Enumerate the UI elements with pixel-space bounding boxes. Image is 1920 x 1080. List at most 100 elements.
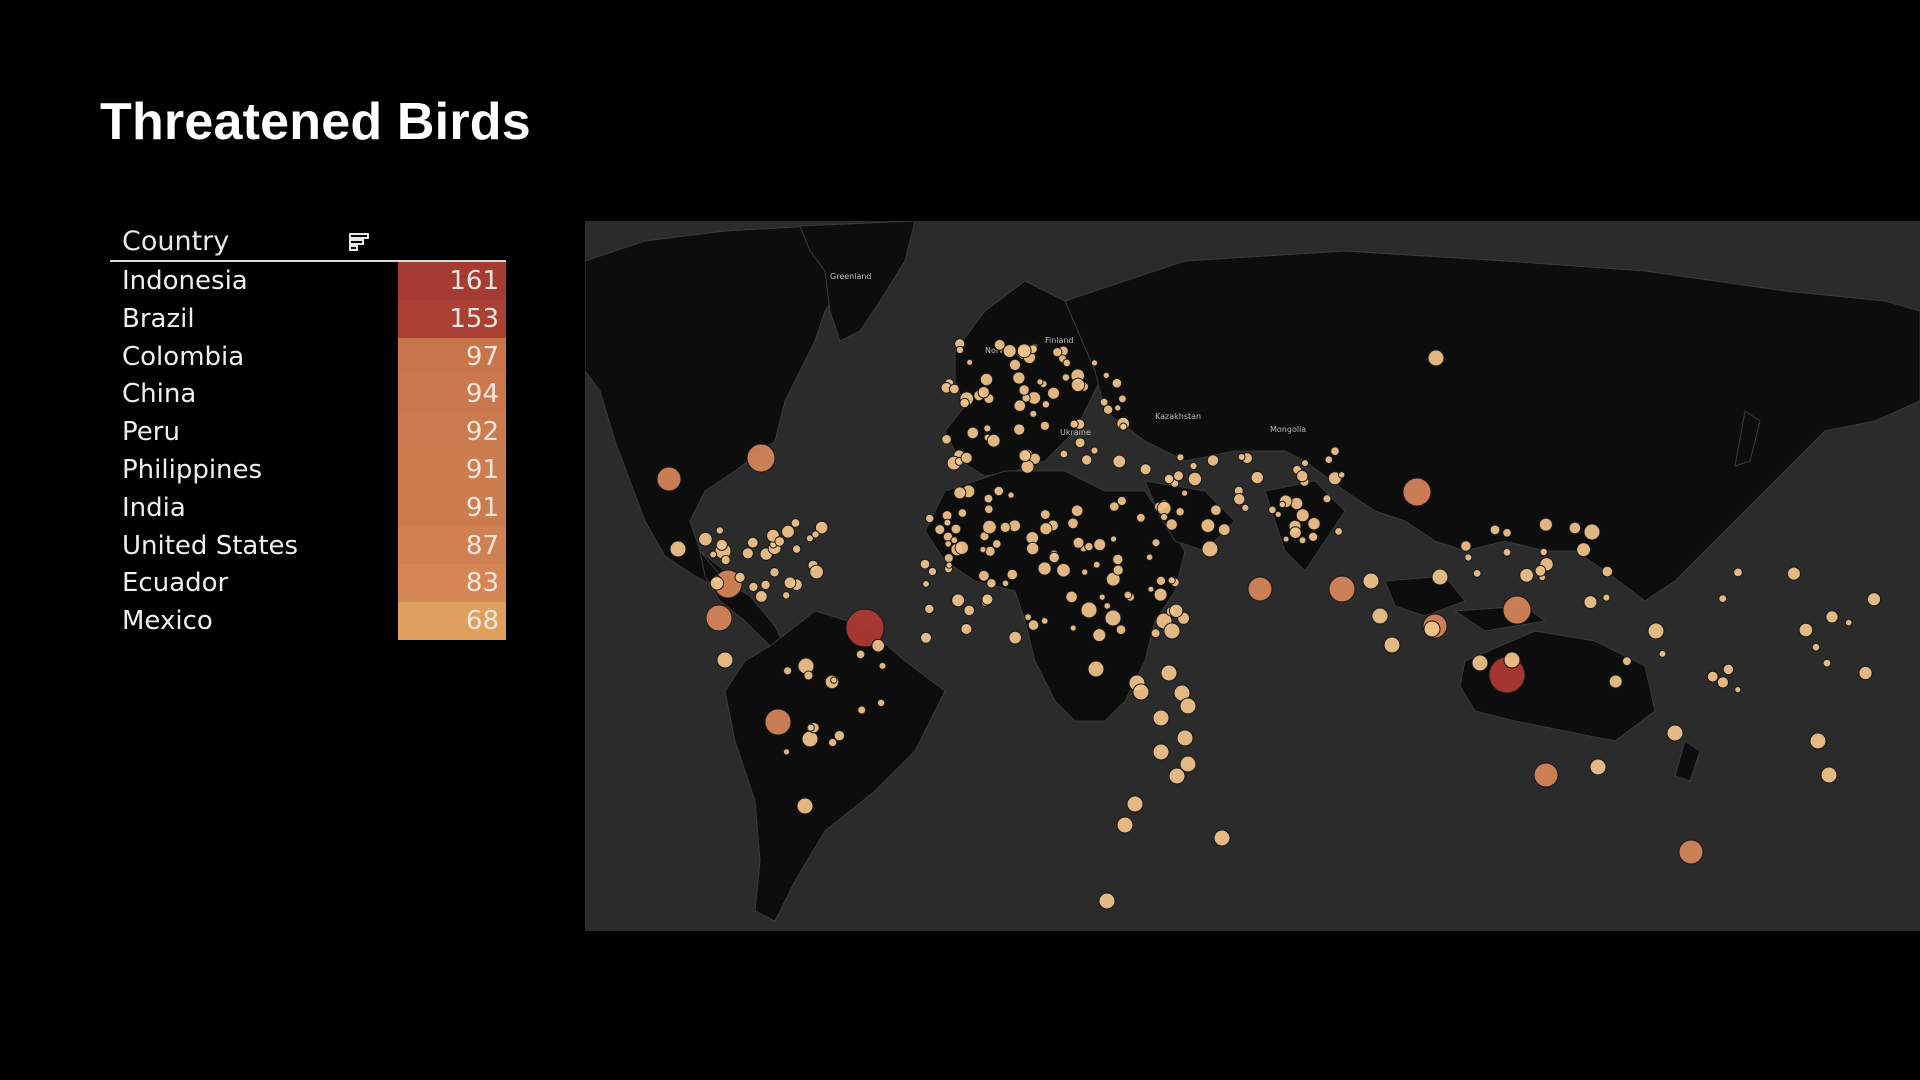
- country-bubble[interactable]: [1608, 674, 1623, 689]
- country-bubble[interactable]: [1098, 892, 1116, 910]
- country-bubble[interactable]: [1858, 665, 1873, 681]
- country-bubble[interactable]: [1330, 446, 1340, 456]
- country-bubble[interactable]: [1048, 551, 1060, 564]
- country-bubble[interactable]: [957, 508, 968, 518]
- country-bubble[interactable]: [1811, 642, 1821, 652]
- country-bubble[interactable]: [748, 581, 759, 593]
- country-bubble[interactable]: [999, 521, 1011, 533]
- country-bubble[interactable]: [983, 424, 992, 433]
- country-bubble[interactable]: [1187, 471, 1203, 487]
- country-bubble[interactable]: [1160, 664, 1178, 682]
- country-bubble[interactable]: [1167, 576, 1176, 585]
- country-bubble[interactable]: [1039, 522, 1053, 536]
- country-bubble[interactable]: [1070, 504, 1084, 518]
- country-bubble[interactable]: [1012, 371, 1026, 385]
- sort-descending-icon[interactable]: [348, 232, 370, 254]
- country-bubble[interactable]: [1820, 766, 1838, 784]
- country-bubble[interactable]: [1163, 473, 1175, 485]
- country-bubble[interactable]: [1165, 518, 1178, 531]
- country-bubble[interactable]: [1175, 507, 1185, 517]
- country-bubble[interactable]: [1282, 535, 1290, 543]
- country-bubble[interactable]: [720, 555, 731, 566]
- country-bubble[interactable]: [783, 576, 797, 590]
- country-bubble[interactable]: [1020, 459, 1035, 474]
- world-map[interactable]: GreenlandFinlandNorwayKazakhstanMongolia…: [585, 221, 1920, 931]
- country-bubble[interactable]: [979, 545, 987, 554]
- country-bubble[interactable]: [984, 504, 994, 515]
- country-bubble[interactable]: [1362, 572, 1380, 590]
- country-bubble[interactable]: [1119, 422, 1128, 431]
- country-bubble[interactable]: [1471, 654, 1489, 672]
- country-bubble[interactable]: [1008, 630, 1023, 645]
- country-bubble[interactable]: [1217, 523, 1231, 537]
- country-bubble[interactable]: [927, 566, 938, 577]
- country-bubble[interactable]: [715, 526, 725, 535]
- country-bubble[interactable]: [716, 651, 734, 669]
- country-bubble[interactable]: [1237, 453, 1246, 461]
- country-bubble[interactable]: [1734, 686, 1742, 694]
- country-bubble[interactable]: [1039, 509, 1051, 520]
- country-bubble[interactable]: [979, 372, 994, 387]
- country-bubble[interactable]: [705, 604, 733, 632]
- country-bubble[interactable]: [1538, 517, 1553, 532]
- table-row[interactable]: United States 87: [110, 526, 506, 565]
- country-bubble[interactable]: [1029, 409, 1038, 418]
- country-bubble[interactable]: [1139, 463, 1152, 476]
- country-bubble[interactable]: [1472, 569, 1482, 578]
- country-bubble[interactable]: [950, 536, 959, 545]
- country-bubble[interactable]: [1307, 517, 1321, 531]
- country-bubble[interactable]: [993, 338, 1006, 351]
- country-bubble[interactable]: [1013, 399, 1027, 412]
- country-bubble[interactable]: [984, 545, 996, 557]
- country-bubble[interactable]: [1152, 743, 1170, 761]
- country-bubble[interactable]: [1809, 732, 1827, 750]
- country-bubble[interactable]: [878, 661, 887, 670]
- country-bubble[interactable]: [1112, 553, 1124, 566]
- table-row[interactable]: Peru 92: [110, 413, 506, 451]
- country-bubble[interactable]: [1678, 839, 1704, 865]
- country-bubble[interactable]: [1111, 377, 1123, 389]
- country-bubble[interactable]: [828, 737, 838, 748]
- country-bubble[interactable]: [920, 631, 932, 644]
- country-bubble[interactable]: [1502, 547, 1512, 557]
- country-bubble[interactable]: [953, 486, 967, 500]
- country-bubble[interactable]: [982, 519, 997, 535]
- country-bubble[interactable]: [1001, 579, 1010, 588]
- country-bubble[interactable]: [1026, 541, 1040, 556]
- country-bubble[interactable]: [1081, 454, 1093, 466]
- world-map-canvas[interactable]: GreenlandFinlandNorwayKazakhstanMongolia…: [585, 221, 1920, 931]
- country-bubble[interactable]: [981, 593, 994, 606]
- country-bubble[interactable]: [1278, 500, 1286, 509]
- country-bubble[interactable]: [1706, 670, 1719, 683]
- country-bubble[interactable]: [1798, 622, 1814, 638]
- country-bubble[interactable]: [1150, 628, 1161, 639]
- country-bubble[interactable]: [966, 358, 974, 366]
- country-bubble[interactable]: [1152, 709, 1170, 727]
- country-bubble[interactable]: [1145, 553, 1154, 562]
- country-bubble[interactable]: [1040, 617, 1049, 625]
- country-bubble[interactable]: [1247, 576, 1273, 602]
- country-bubble[interactable]: [1844, 618, 1853, 627]
- country-bubble[interactable]: [1601, 565, 1614, 578]
- country-bubble[interactable]: [1213, 829, 1231, 847]
- country-bubble[interactable]: [769, 567, 780, 578]
- country-bubble[interactable]: [1489, 524, 1501, 536]
- country-bubble[interactable]: [1622, 656, 1632, 667]
- country-bubble[interactable]: [1533, 762, 1559, 788]
- country-bubble[interactable]: [1206, 454, 1220, 467]
- country-bubble[interactable]: [986, 433, 1001, 448]
- country-bubble[interactable]: [857, 705, 867, 715]
- country-bubble[interactable]: [1866, 592, 1882, 607]
- country-bubble[interactable]: [1268, 505, 1277, 515]
- country-bubble[interactable]: [1301, 459, 1309, 468]
- country-bubble[interactable]: [809, 564, 825, 580]
- country-bubble[interactable]: [1126, 795, 1144, 813]
- country-bubble[interactable]: [1052, 347, 1063, 358]
- table-row[interactable]: Philippines 91: [110, 450, 506, 489]
- country-bubble[interactable]: [1136, 512, 1146, 523]
- country-column-header[interactable]: Country: [122, 226, 230, 257]
- country-bubble[interactable]: [1072, 536, 1085, 549]
- country-bubble[interactable]: [830, 676, 838, 684]
- country-bubble[interactable]: [1090, 359, 1099, 367]
- country-bubble[interactable]: [1176, 729, 1194, 747]
